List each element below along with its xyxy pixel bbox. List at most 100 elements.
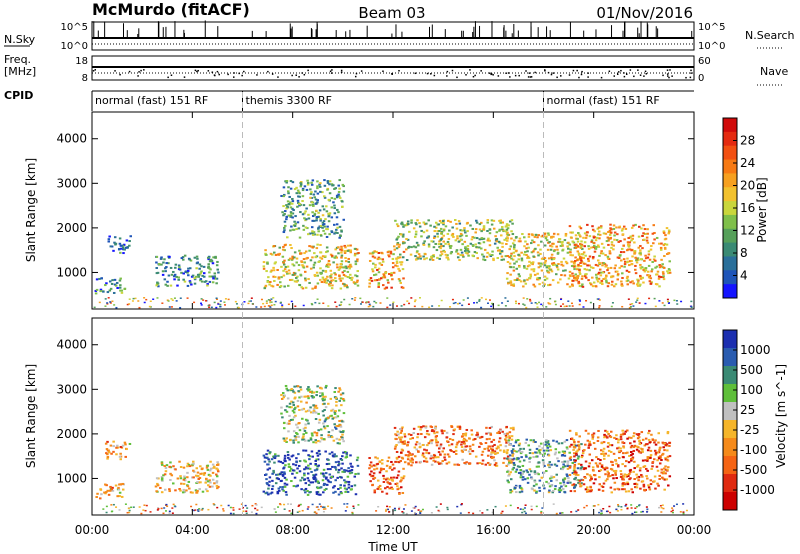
range-cell [614, 473, 617, 476]
range-cell [456, 441, 459, 444]
range-cell [312, 477, 316, 480]
ground-scatter-cell [213, 503, 216, 506]
range-cell [606, 436, 609, 439]
range-cell [350, 278, 353, 281]
range-cell [330, 436, 334, 439]
range-cell [632, 435, 635, 438]
ground-scatter-cell [629, 306, 632, 308]
range-cell [455, 249, 459, 252]
range-cell [336, 415, 340, 418]
range-cell [644, 267, 648, 270]
freq-dot [303, 73, 306, 76]
range-cell [416, 219, 419, 222]
range-cell [335, 256, 338, 259]
range-cell [125, 448, 128, 451]
range-cell [316, 199, 320, 202]
range-cell [292, 264, 296, 267]
range-cell [387, 482, 390, 485]
range-cell [528, 260, 531, 263]
range-cell [313, 274, 317, 277]
range-cell [445, 436, 449, 439]
range-cell [599, 469, 603, 472]
ground-scatter-cell [377, 505, 380, 508]
ground-scatter-cell [244, 504, 247, 507]
freq-dot [128, 70, 131, 73]
range-cell [309, 462, 312, 465]
range-cell [353, 475, 357, 478]
ground-scatter-cell [160, 507, 163, 510]
range-cell [293, 385, 296, 388]
range-cell [302, 228, 306, 231]
ground-scatter-cell [630, 504, 633, 506]
range-cell [509, 273, 512, 276]
range-cell [508, 454, 512, 457]
range-cell [608, 252, 612, 255]
range-cell [201, 490, 205, 493]
range-cell [315, 458, 318, 461]
range-cell [448, 229, 451, 232]
range-cell [506, 272, 509, 275]
mode-dividers [242, 92, 544, 515]
range-cell [293, 280, 297, 283]
range-cell [587, 432, 590, 435]
range-cell [511, 448, 515, 451]
ground-scatter-cell [620, 508, 623, 511]
range-cell [564, 485, 568, 488]
range-cell [416, 436, 419, 439]
range-cell [279, 480, 283, 483]
ground-scatter-cell [402, 512, 405, 514]
range-cell [119, 251, 122, 254]
range-cell [594, 462, 598, 465]
range-cell [533, 480, 537, 483]
range-cell [399, 459, 402, 462]
ground-scatter-cell [327, 305, 330, 307]
range-cell [293, 188, 297, 191]
range-cell [215, 475, 219, 478]
range-cell [380, 251, 383, 254]
range-cell [330, 206, 334, 209]
range-cell [454, 239, 458, 242]
range-cell [307, 389, 310, 392]
ground-scatter-cell [430, 512, 433, 514]
range-cell [619, 435, 623, 438]
range-cell [482, 228, 485, 231]
range-cell [630, 436, 633, 439]
range-cell [582, 262, 586, 265]
range-cell [368, 285, 371, 288]
range-cell [291, 409, 295, 412]
ground-scatter-cell [234, 300, 237, 303]
range-cell [290, 247, 293, 250]
freq-dot [556, 76, 558, 79]
range-cell [311, 246, 315, 249]
range-cell [178, 460, 181, 463]
range-cell [525, 438, 529, 441]
range-cell [193, 282, 197, 285]
range-cell [164, 267, 167, 270]
range-cell [504, 255, 508, 258]
range-cell [527, 444, 530, 447]
ground-scatter-cell [679, 511, 682, 513]
range-cell [295, 228, 298, 231]
range-cell [493, 459, 496, 462]
range-cell [568, 285, 572, 288]
ground-scatter-cell [419, 511, 422, 513]
range-cell [340, 251, 343, 254]
range-cell [568, 225, 572, 228]
range-cell [505, 228, 509, 231]
range-cell [439, 239, 443, 242]
range-cell [504, 225, 508, 228]
ground-scatter-cell [530, 302, 533, 304]
range-cell [161, 270, 165, 273]
range-cell [342, 218, 346, 221]
range-cell [626, 283, 629, 286]
range-cell [511, 233, 515, 236]
range-cell [636, 284, 640, 287]
range-cell [659, 246, 663, 249]
range-cell [506, 449, 509, 452]
ground-scatter-cell [301, 509, 304, 512]
range-cell [291, 257, 295, 260]
ground-scatter-cell [570, 511, 573, 513]
range-cell [334, 231, 337, 234]
range-cell [316, 282, 320, 285]
range-cell [429, 224, 432, 227]
